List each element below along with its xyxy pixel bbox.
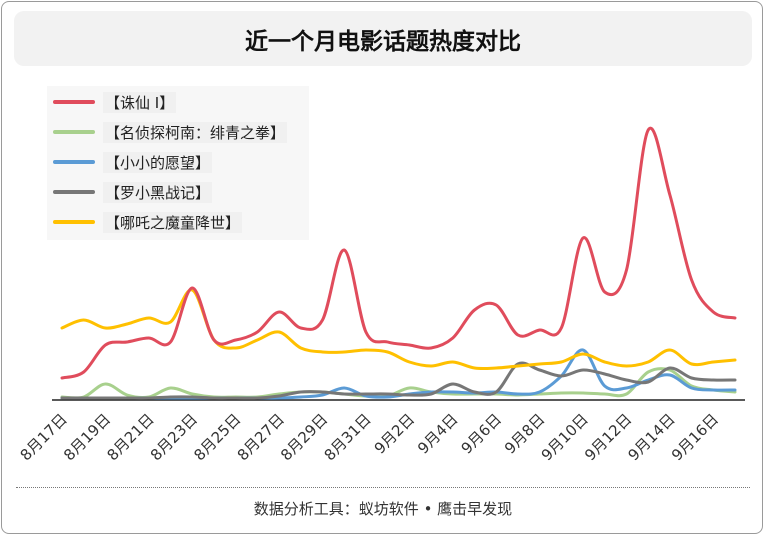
- legend-label: 【诛仙 Ⅰ】: [103, 91, 177, 113]
- x-tick-label: 9月4日: [414, 410, 461, 457]
- legend: 【诛仙 Ⅰ】【名侦探柯南：绯青之拳】 【小小的愿望】 【罗小黑战记】【哪吒之魔童降世…: [47, 86, 309, 240]
- legend-label: 【小小的愿望】: [103, 151, 213, 173]
- x-tick-label: 8月29日: [277, 410, 331, 464]
- x-tick-label: 9月16日: [668, 410, 722, 464]
- legend-swatch: [53, 130, 95, 134]
- legend-swatch: [53, 220, 95, 224]
- legend-label: 【罗小黑战记】: [103, 181, 213, 203]
- chart-title: 近一个月电影话题热度对比: [245, 28, 521, 55]
- legend-item: 【罗小黑战记】: [47, 181, 213, 203]
- x-tick-label: 8月23日: [147, 410, 201, 464]
- x-tick-label: 8月19日: [60, 410, 114, 464]
- footer-divider: [16, 487, 750, 488]
- legend-item: 【诛仙 Ⅰ】: [47, 91, 177, 113]
- legend-label: 【哪吒之魔童降世】: [103, 211, 243, 233]
- legend-item: 【小小的愿望】: [47, 151, 213, 173]
- legend-swatch: [53, 160, 95, 164]
- legend-swatch: [53, 190, 95, 194]
- x-tick-label: 9月2日: [371, 410, 418, 457]
- footer-credit: 数据分析工具：蚁坊软件 • 鹰击早发现: [253, 500, 513, 518]
- legend-item: 【哪吒之魔童降世】: [47, 211, 243, 233]
- x-tick-label: 8月27日: [234, 410, 288, 464]
- x-tick-label: 8月25日: [190, 410, 244, 464]
- x-tick-label: 8月21日: [103, 410, 157, 464]
- x-tick-label: 8月31日: [321, 410, 375, 464]
- title-bar: 近一个月电影话题热度对比: [14, 11, 752, 66]
- legend-swatch: [53, 100, 95, 104]
- x-tick-label: 9月12日: [581, 410, 635, 464]
- x-tick-label: 8月17日: [17, 410, 71, 464]
- x-tick-label: 9月14日: [625, 410, 679, 464]
- series-line-3: [60, 361, 737, 400]
- series-line-1: [60, 367, 737, 400]
- legend-item: 【名侦探柯南：绯青之拳】: [47, 121, 288, 143]
- series-line-0: [60, 126, 737, 380]
- legend-label: 【名侦探柯南：绯青之拳】: [103, 121, 288, 143]
- x-tick-label: 9月10日: [538, 410, 592, 464]
- series-line-4: [60, 288, 737, 371]
- x-tick-label: 9月6日: [458, 410, 505, 457]
